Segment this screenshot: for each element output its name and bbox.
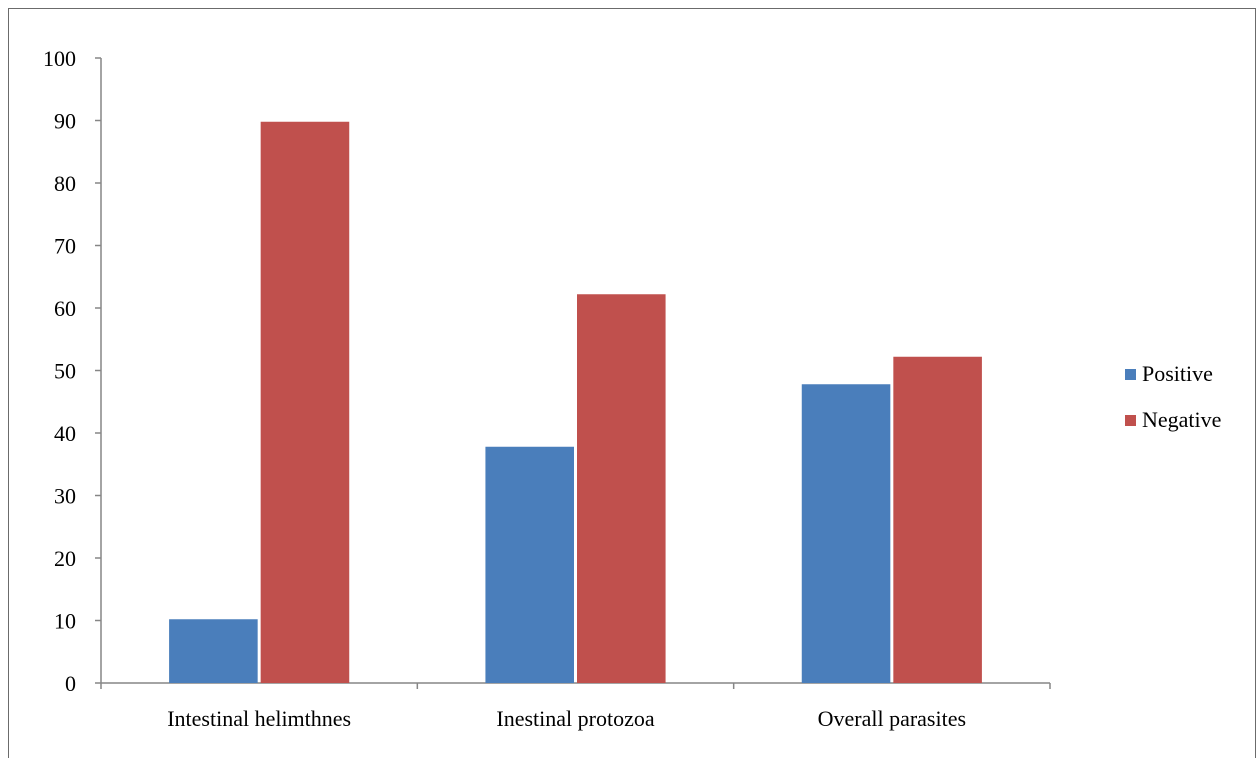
- bar-positive-1: [485, 446, 574, 683]
- y-tick-label: 10: [54, 609, 76, 634]
- bar-positive-0: [169, 619, 258, 683]
- y-tick-label: 0: [65, 671, 76, 696]
- legend-label-negative: Negative: [1142, 407, 1221, 432]
- x-category-label: Intestinal helimthnes: [167, 706, 351, 731]
- legend-swatch-positive: [1125, 369, 1136, 380]
- y-tick-label: 40: [54, 421, 76, 446]
- y-tick-label: 60: [54, 296, 76, 321]
- y-tick-label: 30: [54, 484, 76, 509]
- x-category-label: Inestinal protozoa: [496, 706, 654, 731]
- bar-negative-2: [893, 356, 982, 683]
- bars: [169, 121, 982, 683]
- legend-label-positive: Positive: [1142, 361, 1213, 386]
- x-axis: Intestinal helimthnes Inestinal protozoa O…: [100, 682, 1051, 731]
- y-tick-label: 90: [54, 109, 76, 134]
- bar-negative-1: [577, 294, 666, 683]
- bar-positive-2: [801, 384, 891, 683]
- y-tick-label: 20: [54, 546, 76, 571]
- y-tick-label: 70: [54, 234, 76, 259]
- legend: Positive Negative: [1125, 361, 1221, 432]
- y-tick-label: 50: [54, 359, 76, 384]
- y-tick-label: 100: [43, 46, 76, 71]
- y-axis: 0 10 20 30 40 50 60 70 80 90 100: [43, 46, 102, 696]
- bar-negative-0: [260, 121, 350, 683]
- y-tick-label: 80: [54, 171, 76, 196]
- legend-swatch-negative: [1125, 415, 1136, 426]
- x-category-label: Overall parasites: [818, 706, 966, 731]
